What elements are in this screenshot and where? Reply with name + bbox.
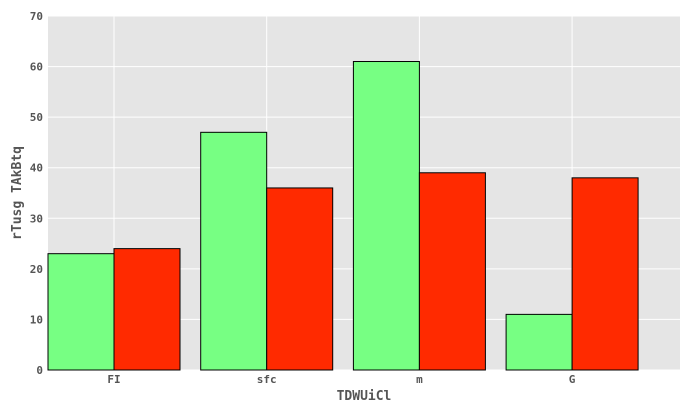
x-axis-title: TDWUiCl	[337, 389, 392, 404]
y-tick-label: 0	[36, 364, 43, 377]
bar-sfc-series-1	[200, 131, 268, 371]
bar-G-series-2	[571, 177, 639, 371]
y-tick-label: 70	[30, 10, 43, 23]
bar-FI-series-1	[47, 253, 115, 371]
x-axis-ticks: FI sfc m G	[107, 373, 575, 386]
y-tick-label: 60	[30, 61, 43, 74]
bar-m-series-2	[418, 172, 486, 371]
x-tick-label: m	[416, 373, 423, 386]
x-tick-label: FI	[107, 373, 120, 386]
bars	[47, 61, 639, 371]
bar-sfc-series-2	[266, 187, 334, 371]
y-tick-label: 40	[30, 162, 43, 175]
y-tick-label: 50	[30, 111, 43, 124]
y-tick-label: 10	[30, 313, 43, 326]
y-axis-ticks: 0 10 20 30 40 50 60 70	[30, 10, 43, 377]
bar-G-series-1	[505, 313, 573, 371]
y-tick-label: 20	[30, 263, 43, 276]
y-axis-title: rTusg TAkBtq	[10, 146, 25, 240]
bar-m-series-1	[352, 61, 420, 371]
bar-FI-series-2	[113, 248, 181, 371]
x-tick-label: G	[569, 373, 576, 386]
y-tick-label: 30	[30, 212, 43, 225]
x-tick-label: sfc	[257, 373, 277, 386]
